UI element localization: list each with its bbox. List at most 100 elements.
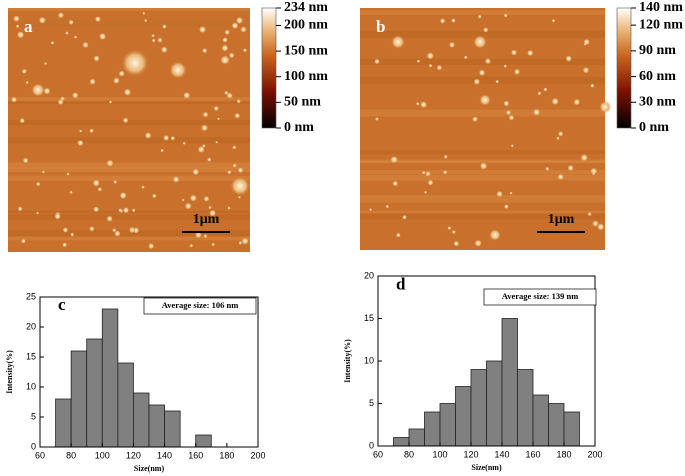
afm-particle [503,64,508,68]
afm-particle [479,94,491,106]
afm-particle [19,117,26,124]
afm-particle [224,29,231,36]
afm-particle [200,124,209,132]
afm-streak [8,101,250,104]
afm-particle [448,41,456,49]
afm-particle [57,98,64,106]
afm-streak [8,137,250,144]
afm-particle [241,237,250,245]
afm-streak [8,214,250,220]
afm-streak [8,175,250,182]
afm-particle [390,155,399,164]
afm-particle [590,83,595,88]
afm-particle [228,52,235,59]
afm-particle [505,109,512,116]
afm-particle [551,18,556,23]
afm-particle [230,176,250,196]
afm-particle [503,204,509,210]
afm-particle [64,31,69,36]
afm-particle [508,114,515,121]
afm-particle [557,173,565,181]
afm-particle [93,55,100,62]
bar [101,308,119,448]
plot-frame [39,296,259,448]
afm-particle [206,157,212,163]
afm-particle [226,92,234,99]
x-tick-label: 120 [126,450,141,460]
x-tick-label: 200 [250,450,265,460]
afm-particle [222,37,228,43]
afm-particle [97,186,103,192]
afm-particle [220,55,230,65]
afm-streak [360,194,605,203]
afm-particle [92,206,100,213]
colorbar-tick-label: 150 nm [284,43,328,58]
afm-particle [128,226,136,234]
bar [148,404,165,448]
scale-bar-label: 1μm [548,212,575,227]
afm-particle [70,232,75,237]
afm-particle [112,77,120,85]
colorbar-tick-label: 120 nm [639,17,683,32]
colorbar-tick-label: 234 nm [284,0,328,15]
bar [133,392,150,448]
afm-particle [118,208,123,213]
afm-particle [416,59,421,64]
afm-particle [426,51,435,60]
x-tick-label: 140 [157,450,172,460]
afm-particle [141,185,145,190]
afm-particle [10,96,18,103]
y-tick-label: 0 [369,440,374,450]
afm-particle [557,130,564,137]
afm-particle [54,212,62,220]
afm-particle [510,144,514,148]
y-tick-label: 10 [364,355,374,365]
afm-particle [131,208,136,213]
afm-particle [89,78,96,86]
afm-particle [169,61,187,79]
afm-particle [599,101,611,113]
afm-streak [8,97,250,101]
afm-particle [68,19,74,26]
afm-particle [237,195,242,199]
afm-particle [583,42,587,46]
x-tick-label: 180 [219,450,234,460]
colorbar-tick-label: 200 nm [284,18,328,33]
bar [164,410,181,448]
afm-streak [360,76,605,80]
afm-particle [12,15,20,23]
afm-particle [587,211,592,217]
bar [424,411,441,447]
y-axis-label: Intensity(%) [5,350,14,394]
bar [455,386,472,447]
afm-particle [532,108,541,117]
afm-particle [21,68,28,75]
afm-particle [66,172,70,176]
afm-particle [118,70,126,77]
afm-streak [8,119,250,126]
afm-particle [113,179,118,185]
y-tick-label: 10 [26,381,36,391]
afm-particle [392,180,399,187]
afm-streak [8,8,250,11]
x-tick-label: 60 [35,450,45,460]
afm-particle [217,117,221,121]
afm-particle [43,87,51,95]
afm-particle [201,143,206,148]
afm-particle [189,194,198,202]
afm-particle [374,58,380,65]
afm-particle [189,243,194,248]
annotation: Average size: 139 nm [502,291,579,301]
colorbar-tick-label: 100 nm [284,69,328,84]
afm-particle [543,87,548,92]
y-axis-label: Intensity(%) [343,339,352,383]
afm-streak [360,150,605,155]
colorbar [261,7,277,129]
afm-particle [551,97,560,106]
afm-particle [31,83,45,97]
afm-particle [151,193,157,199]
afm-particle [231,22,239,30]
afm-particle [226,169,232,175]
x-tick-label: 100 [95,450,110,460]
afm-particle [427,179,434,186]
